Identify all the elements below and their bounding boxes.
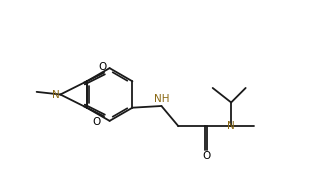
Text: NH: NH xyxy=(154,94,169,104)
Text: N: N xyxy=(227,121,235,131)
Text: O: O xyxy=(98,62,107,72)
Text: N: N xyxy=(52,90,60,99)
Text: O: O xyxy=(202,151,211,161)
Text: O: O xyxy=(92,117,101,127)
